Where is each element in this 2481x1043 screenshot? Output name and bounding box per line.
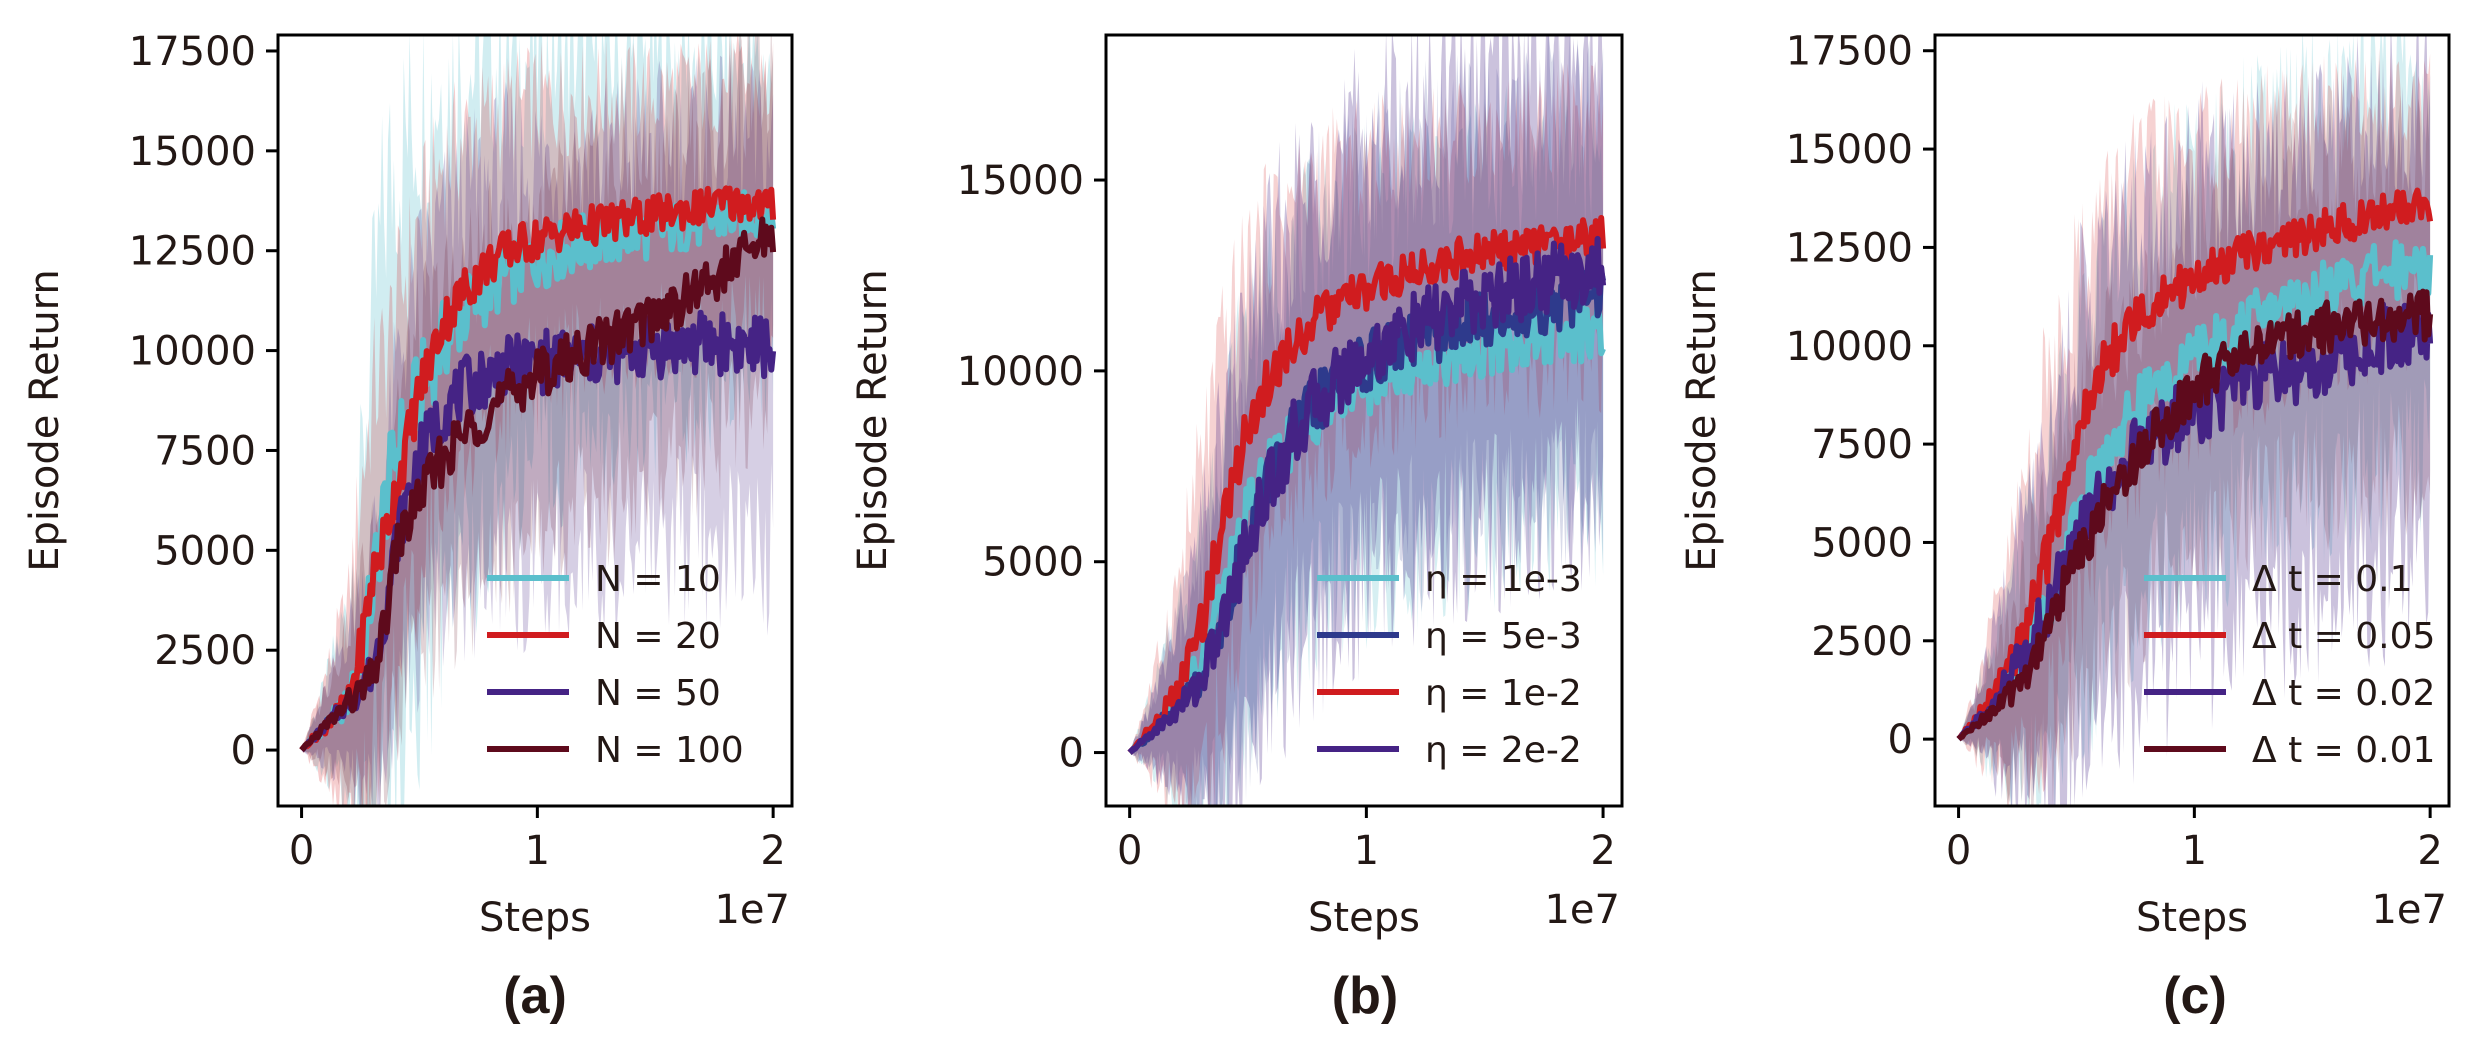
y-tick-label: 15000 <box>129 129 256 175</box>
x-tick-label: 1 <box>525 828 550 874</box>
plot-area <box>1956 35 2434 806</box>
series-band-4 <box>301 35 774 806</box>
y-axis-label: Episode Return <box>1679 269 1725 572</box>
y-tick-label: 10000 <box>129 329 256 375</box>
series-line-4 <box>299 216 777 753</box>
x-offset-label: 1e7 <box>1544 887 1620 933</box>
series-line-2 <box>299 185 777 752</box>
legend-label-2: η = 5e-3 <box>1425 616 1582 657</box>
legend-label-3: Δ t = 0.02 <box>2252 673 2435 714</box>
series-band-2 <box>1129 35 1604 806</box>
x-tick-label: 2 <box>1590 828 1615 874</box>
series-line-4 <box>1956 288 2434 742</box>
legend-label-3: η = 1e-2 <box>1425 673 1582 714</box>
legend-label-1: Δ t = 0.1 <box>2252 559 2413 600</box>
x-tick-label: 0 <box>1946 828 1971 874</box>
y-tick-label: 15000 <box>1786 127 1913 173</box>
x-tick-label: 2 <box>2417 828 2442 874</box>
series-band-3 <box>301 54 774 806</box>
y-tick-label: 12500 <box>1786 225 1913 271</box>
panel-label-c: (c) <box>2163 967 2227 1025</box>
x-offset-label: 1e7 <box>714 887 790 933</box>
legend-label-2: Δ t = 0.05 <box>2252 616 2435 657</box>
y-tick-label: 0 <box>1888 717 1913 763</box>
legend-label-4: N = 100 <box>595 730 744 771</box>
legend-label-2: N = 20 <box>595 616 721 657</box>
y-tick-label: 10000 <box>957 349 1084 395</box>
y-tick-label: 5000 <box>1811 520 1913 566</box>
series-band-4 <box>1958 88 2431 806</box>
y-tick-label: 2500 <box>1811 619 1913 665</box>
chart-panel-2: 0 5000 10000 15000 0 1 2 Steps 1e7 Episode Return… <box>850 33 1624 941</box>
x-tick-label: 0 <box>289 828 314 874</box>
legend-label-4: η = 2e-2 <box>1425 730 1582 771</box>
x-tick-label: 2 <box>760 828 785 874</box>
legend-label-4: Δ t = 0.01 <box>2252 730 2435 771</box>
panel-label-a: (a) <box>503 967 567 1025</box>
x-tick-label: 0 <box>1117 828 1142 874</box>
y-tick-label: 0 <box>1059 731 1084 777</box>
plot-frame <box>276 33 794 808</box>
plot-area <box>299 35 777 806</box>
plot-frame <box>1933 33 2451 808</box>
legend-label-1: η = 1e-3 <box>1425 559 1582 600</box>
series-band-2 <box>301 35 774 806</box>
series-band-4 <box>1129 35 1604 806</box>
y-tick-label: 7500 <box>154 428 256 474</box>
plot-area <box>1127 35 1607 806</box>
y-tick-label: 12500 <box>129 229 256 275</box>
x-axis-label: Steps <box>2136 895 2248 941</box>
chart-panel-3: 0 2500 5000 7500 10000 12500 15000 17500 0 1 2 Step… <box>1679 29 2451 941</box>
y-axis-label: Episode Return <box>850 269 896 572</box>
chart-panel-1: 0 2500 5000 7500 10000 12500 15000 17500 0 1 2 Step… <box>22 29 794 941</box>
y-tick-label: 15000 <box>957 158 1084 204</box>
legend-label-1: N = 10 <box>595 559 721 600</box>
y-tick-label: 5000 <box>982 540 1084 586</box>
series-band-1 <box>301 35 774 806</box>
legend-label-3: N = 50 <box>595 673 721 714</box>
y-tick-label: 17500 <box>1786 29 1913 75</box>
legend: η = 1e-3 η = 5e-3 η = 1e-2 η = 2e-2 <box>1317 559 1582 771</box>
y-tick-label: 0 <box>231 728 256 774</box>
series-line-2 <box>1956 187 2434 742</box>
x-axis-label: Steps <box>479 895 591 941</box>
x-axis-label: Steps <box>1308 895 1420 941</box>
y-tick-label: 7500 <box>1811 422 1913 468</box>
legend: N = 10 N = 20 N = 50 N = 100 <box>487 559 744 771</box>
x-offset-label: 1e7 <box>2371 887 2447 933</box>
series-line-3 <box>1127 215 1607 755</box>
y-tick-label: 10000 <box>1786 324 1913 370</box>
panel-label-b: (b) <box>1331 967 1399 1025</box>
x-tick-label: 1 <box>2182 828 2207 874</box>
y-tick-label: 2500 <box>154 628 256 674</box>
legend: Δ t = 0.1 Δ t = 0.05 Δ t = 0.02 Δ t = 0.01 <box>2144 559 2435 771</box>
x-tick-label: 1 <box>1354 828 1379 874</box>
y-tick-label: 5000 <box>154 528 256 574</box>
y-axis-label: Episode Return <box>22 269 68 572</box>
series-line-4 <box>1127 235 1607 755</box>
plot-frame <box>1104 33 1624 808</box>
y-tick-label: 17500 <box>129 29 256 75</box>
